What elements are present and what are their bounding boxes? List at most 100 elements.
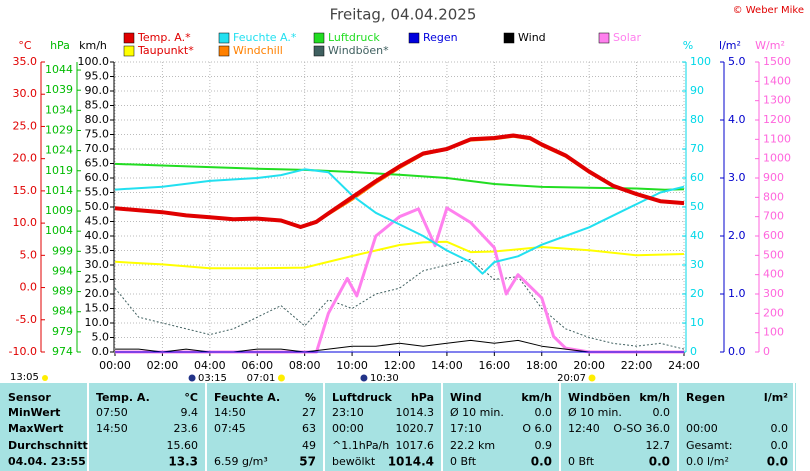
y-tick-label: 200 — [763, 306, 784, 319]
x-tick-label: 14:00 — [431, 359, 463, 372]
y-tick-label: 30.0 — [85, 258, 110, 271]
x-tick-label: 04:00 — [194, 359, 226, 372]
table-cell: 0.0 — [767, 455, 788, 469]
legend-label: Windböen* — [328, 44, 389, 57]
axis-title: W/m² — [755, 39, 785, 52]
y-tick-label: 1029 — [45, 123, 73, 136]
table-cell: 15.60 — [167, 439, 199, 452]
credit: © Weber Mike — [733, 5, 804, 16]
x-tick-label: 12:00 — [384, 359, 416, 372]
legend-swatch — [218, 32, 230, 44]
y-tick-label: -5.0 — [16, 313, 37, 326]
moon-icon — [188, 374, 196, 382]
legend-swatch — [123, 32, 135, 44]
y-tick-label: 0.0 — [728, 345, 746, 358]
table-cell: Wind — [450, 391, 482, 404]
legend-label: Solar — [613, 31, 642, 44]
legend-label: Wind — [518, 31, 546, 44]
y-tick-label: 25.0 — [13, 119, 38, 132]
series-line — [114, 133, 685, 229]
table-cell: 00:00 — [332, 422, 364, 435]
table-cell: °C — [184, 391, 198, 404]
axis-title: % — [683, 39, 693, 52]
y-tick-label: 95.0 — [85, 70, 110, 83]
y-tick-label: 40 — [690, 229, 704, 242]
table-cell: 14:50 — [96, 422, 128, 435]
table-cell: O 6.0 — [522, 422, 552, 435]
table-cell: 23.6 — [174, 422, 199, 435]
table-cell: Temp. A. — [96, 391, 150, 404]
series-line — [114, 258, 685, 350]
x-tick-label: 02:00 — [147, 359, 179, 372]
y-tick-label: 900 — [763, 171, 784, 184]
y-tick-label: 35.0 — [13, 55, 38, 68]
y-tick-label: 100 — [763, 326, 784, 339]
y-tick-label: 1000 — [763, 152, 791, 165]
table-cell: Regen — [686, 391, 725, 404]
y-tick-label: 100.0 — [78, 55, 110, 68]
y-tick-label: 50.0 — [85, 200, 110, 213]
table-cell: MinWert — [8, 406, 60, 419]
table-cell: Luftdruck — [332, 391, 393, 404]
moon-icon — [360, 374, 368, 382]
y-tick-label: 70.0 — [85, 142, 110, 155]
series-line — [114, 168, 685, 275]
table-cell: 12.7 — [646, 439, 671, 452]
legend-swatch — [503, 32, 515, 44]
axis-title: °C — [18, 39, 32, 52]
table-cell: hPa — [411, 391, 434, 404]
table-cell: 07:45 — [214, 422, 246, 435]
y-tick-label: 1100 — [763, 132, 791, 145]
y-tick-label: 1024 — [45, 144, 73, 157]
y-tick-label: 65.0 — [85, 157, 110, 170]
y-tick-label: 3.0 — [728, 171, 746, 184]
table-cell: 00:00 — [686, 422, 718, 435]
y-tick-label: 1004 — [45, 224, 73, 237]
table-cell: 1020.7 — [396, 422, 435, 435]
y-tick-label: 20 — [690, 287, 704, 300]
y-tick-label: 35.0 — [85, 244, 110, 257]
table-cell: Windböen — [568, 391, 630, 404]
y-tick-label: 90.0 — [85, 84, 110, 97]
y-tick-label: 5.0 — [20, 248, 38, 261]
y-tick-label: 45.0 — [85, 215, 110, 228]
table-cell: O-SO 36.0 — [613, 422, 670, 435]
axis-title: km/h — [79, 39, 107, 52]
y-tick-label: 0.0 — [92, 345, 110, 358]
table-cell: 63 — [302, 422, 316, 435]
y-tick-label: 0 — [763, 345, 770, 358]
table-cell: % — [305, 391, 316, 404]
legend-label: Temp. A.* — [137, 31, 191, 44]
table-background — [0, 383, 796, 471]
table-cell: 0.9 — [535, 439, 553, 452]
table-cell: 0.0 — [535, 406, 553, 419]
y-tick-label: -10.0 — [9, 345, 37, 358]
y-tick-label: 1500 — [763, 55, 791, 68]
y-tick-label: 500 — [763, 248, 784, 261]
x-tick-label: 20:00 — [573, 359, 605, 372]
legend-swatch — [598, 32, 610, 44]
y-tick-label: 85.0 — [85, 99, 110, 112]
y-tick-label: 400 — [763, 268, 784, 281]
y-tick-label: 90 — [690, 84, 704, 97]
legend-swatch — [123, 45, 135, 57]
y-tick-label: 30.0 — [13, 87, 38, 100]
table-cell: 57 — [299, 455, 316, 469]
y-tick-label: 20.0 — [13, 152, 38, 165]
series-line — [115, 206, 684, 354]
y-tick-label: 974 — [52, 345, 73, 358]
table-cell: 0.0 — [771, 439, 789, 452]
sun-icon — [277, 374, 285, 382]
y-tick-label: 25.0 — [85, 273, 110, 286]
y-tick-label: 60.0 — [85, 171, 110, 184]
table-cell: 0.0 — [531, 455, 552, 469]
y-tick-label: 80 — [690, 113, 704, 126]
x-tick-label: 08:00 — [289, 359, 321, 372]
legend-label: Luftdruck — [328, 31, 380, 44]
y-tick-label: 1300 — [763, 94, 791, 107]
table-cell: 07:50 — [96, 406, 128, 419]
y-tick-label: 0.0 — [20, 281, 38, 294]
y-tick-label: 10 — [690, 316, 704, 329]
